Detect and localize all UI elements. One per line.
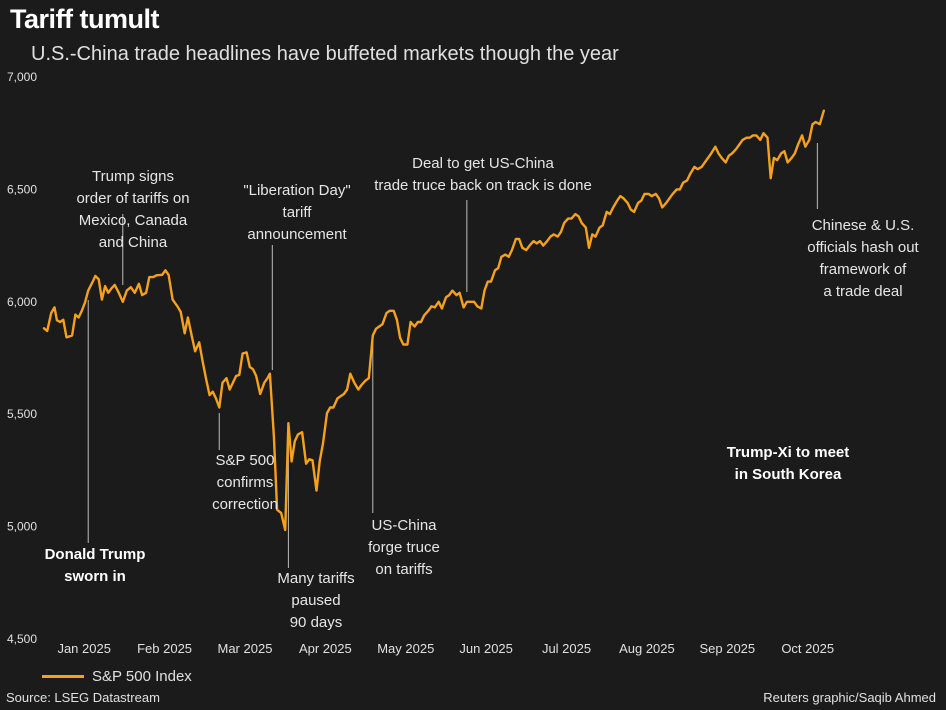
annotation-label: "Liberation Day" (243, 182, 350, 199)
annotation-label: Chinese & U.S. (812, 217, 915, 234)
x-tick-label: May 2025 (377, 641, 434, 656)
x-tick-label: Sep 2025 (699, 641, 755, 656)
y-tick-label: 5,500 (7, 407, 37, 421)
y-tick-label: 5,000 (7, 520, 37, 534)
x-tick-label: Jan 2025 (57, 641, 111, 656)
annotation-label: 90 days (290, 614, 343, 631)
chart-subtitle: U.S.-China trade headlines have buffeted… (31, 43, 619, 65)
x-tick-label: Aug 2025 (619, 641, 675, 656)
x-tick-label: Oct 2025 (781, 641, 834, 656)
annotation-label: officials hash out (807, 239, 919, 256)
y-tick-label: 6,000 (7, 295, 37, 309)
legend-label: S&P 500 Index (92, 668, 192, 685)
annotation-label: correction (212, 496, 278, 513)
annotation-label: Many tariffs (277, 570, 354, 587)
annotation-label: confirms (217, 474, 274, 491)
annotation-label: a trade deal (823, 283, 902, 300)
annotation-label: US-China (371, 517, 437, 534)
annotation-label: Trump-Xi to meet (727, 444, 850, 461)
annotation-label: framework of (820, 261, 908, 278)
annotation-label: Mexico, Canada (79, 212, 188, 229)
annotation-label: S&P 500 (216, 452, 275, 469)
annotation-label: order of tariffs on (76, 190, 189, 207)
x-tick-label: Apr 2025 (299, 641, 352, 656)
annotation-label: paused (291, 592, 340, 609)
legend-swatch (42, 675, 84, 678)
annotation-label: in South Korea (735, 466, 842, 483)
annotation-label: Donald Trump (45, 546, 146, 563)
annotation-label: forge truce (368, 539, 440, 556)
source-note: Source: LSEG Datastream (6, 690, 160, 705)
x-tick-label: Jun 2025 (459, 641, 513, 656)
chart-title: Tariff tumult (10, 4, 159, 34)
series-line (42, 109, 825, 532)
y-tick-label: 7,000 (7, 70, 37, 84)
y-tick-label: 6,500 (7, 182, 37, 196)
x-tick-label: Mar 2025 (218, 641, 273, 656)
annotation-label: and China (99, 234, 168, 251)
x-tick-label: Jul 2025 (542, 641, 591, 656)
annotation-label: trade truce back on track is done (374, 177, 592, 194)
legend: S&P 500 Index (42, 668, 192, 685)
credit-note: Reuters graphic/Saqib Ahmed (763, 690, 936, 705)
annotation-label: on tariffs (375, 561, 432, 578)
y-tick-label: 4,500 (7, 632, 37, 646)
annotation-label: tariff (283, 204, 313, 221)
x-tick-label: Feb 2025 (137, 641, 192, 656)
annotation-label: sworn in (64, 568, 126, 585)
annotation-label: announcement (247, 226, 347, 243)
annotation-label: Deal to get US-China (412, 155, 554, 172)
annotation-label: Trump signs (92, 168, 174, 185)
